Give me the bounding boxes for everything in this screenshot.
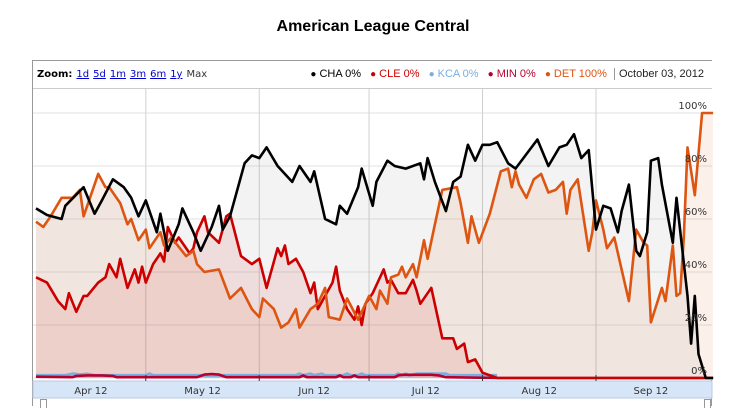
y-axis-labels: 0% 20% 40% 60% 80% 100% [678, 101, 707, 377]
area-cha [36, 134, 714, 378]
bullet-icon: ● [310, 69, 317, 80]
x-tick-label: Apr 12 [74, 386, 107, 397]
y-tick-label: 0% [691, 366, 707, 377]
legend-item-kca[interactable]: ● KCA 0% [428, 68, 479, 80]
area-det [36, 113, 714, 378]
legend-item-min[interactable]: ● MIN 0% [487, 68, 536, 80]
legend-item-cha[interactable]: ● CHA 0% [310, 68, 362, 80]
navigator-handle-left[interactable] [40, 399, 47, 408]
current-date: October 03, 2012 [618, 68, 704, 80]
y-tick-label: 40% [685, 260, 707, 271]
zoom-1y[interactable]: 1y [170, 69, 183, 80]
grid [33, 89, 712, 380]
line-cha[interactable] [35, 132, 714, 380]
x-tick-label: May 12 [184, 386, 221, 397]
zoom-1m[interactable]: 1m [109, 69, 126, 80]
chart-toolbar: Zoom: 1d 5d 1m 3m 6m 1y Max ● CHA 0% ● CLE 0% ● KC… [33, 61, 712, 89]
bullet-icon: ● [370, 69, 377, 80]
y-tick-label: 60% [685, 207, 707, 218]
y-tick-label: 100% [678, 101, 707, 112]
zoom-max[interactable]: Max [186, 69, 208, 80]
x-tick-label: Aug 12 [522, 386, 557, 397]
x-tick-label: Jun 12 [297, 386, 330, 397]
zoom-3m[interactable]: 3m [129, 69, 147, 80]
line-min[interactable] [35, 372, 714, 380]
bullet-icon: ● [487, 69, 494, 80]
zoom-5d[interactable]: 5d [93, 69, 106, 80]
x-tick-label: Jul 12 [411, 386, 440, 397]
legend-item-cle[interactable]: ● CLE 0% [370, 68, 420, 80]
x-axis-ticks: Apr 12 May 12 Jun 12 Jul 12 Aug 12 Sep 12 [74, 375, 668, 397]
legend: ● CHA 0% ● CLE 0% ● KCA 0% ● MIN 0% ● DET 100… [304, 61, 704, 88]
area-cle [36, 213, 714, 378]
x-axis-band [32, 380, 713, 399]
series-fills [36, 113, 714, 378]
zoom-6m[interactable]: 6m [150, 69, 167, 80]
x-tick-label: Sep 12 [633, 386, 668, 397]
line-det[interactable] [35, 111, 714, 329]
series-lines [35, 111, 714, 380]
chart-title: American League Central [276, 18, 470, 35]
y-tick-label: 80% [685, 154, 707, 165]
y-tick-label: 20% [685, 313, 707, 324]
bullet-icon: ● [544, 69, 551, 80]
line-cle[interactable] [35, 212, 714, 380]
zoom-1d[interactable]: 1d [76, 69, 90, 80]
navigator-handle-right[interactable] [704, 399, 711, 408]
bullet-icon: ● [428, 69, 435, 80]
legend-item-det[interactable]: ● DET 100% [544, 68, 607, 80]
zoom-controls: Zoom: 1d 5d 1m 3m 6m 1y Max [37, 61, 207, 88]
legend-divider [613, 68, 615, 81]
zoom-label: Zoom: [37, 69, 73, 80]
